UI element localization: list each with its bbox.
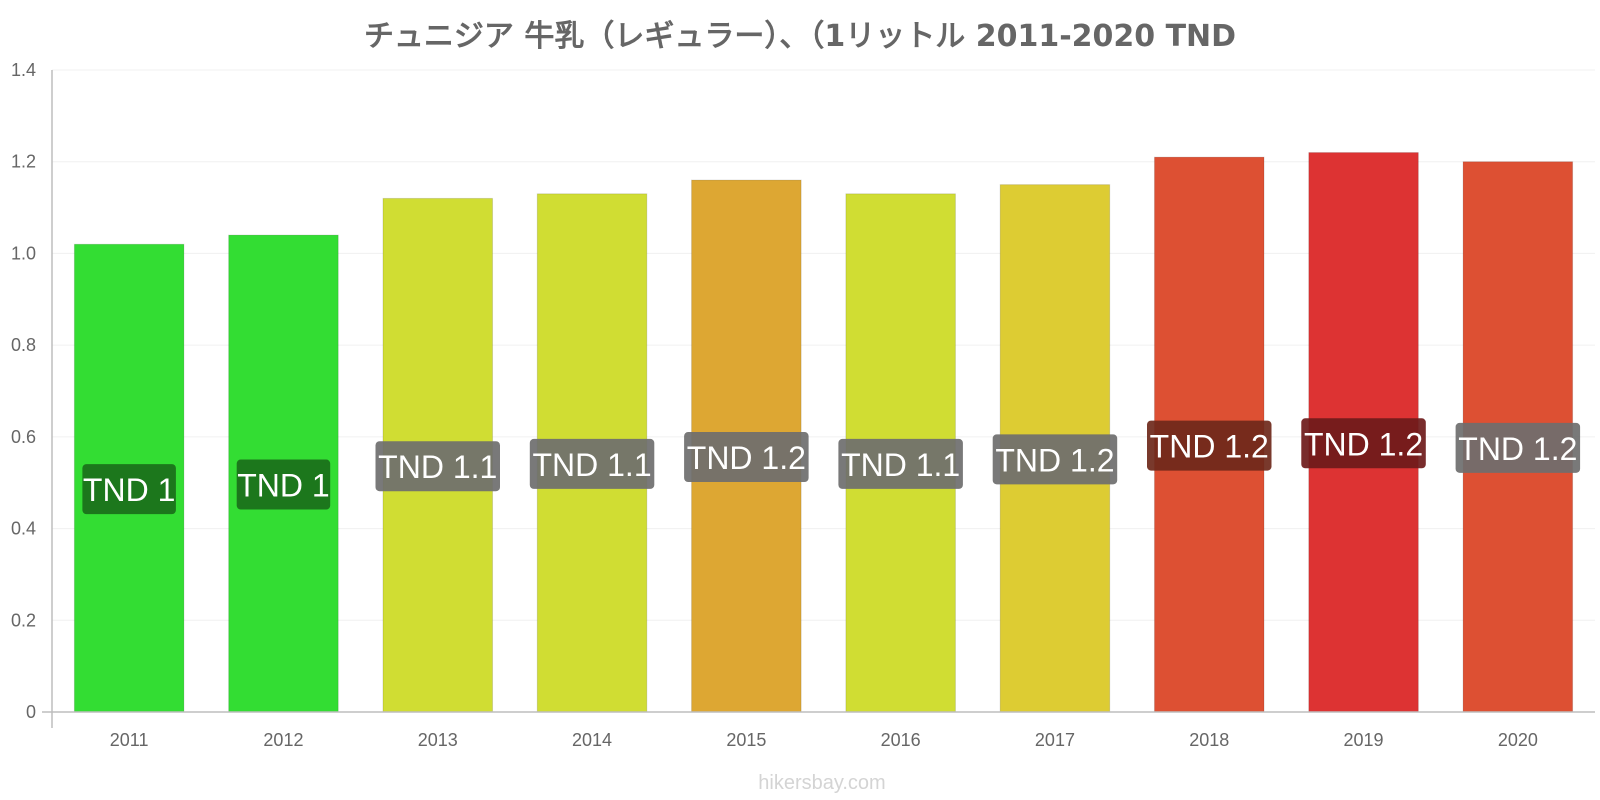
y-tick-label: 0.2 [11,610,36,630]
x-tick-label: 2019 [1344,730,1384,750]
data-labels: TND 1 TND 1 TND 1.1 TND 1.1 TND 1.2 TND 1.1 TN… [82,418,1581,515]
data-label: TND 1.1 [532,447,651,483]
data-label: TND 1.2 [1458,431,1577,467]
data-label: TND 1.2 [1304,426,1423,462]
data-label: TND 1.2 [1150,429,1269,465]
data-label-box [1455,422,1581,473]
data-label: TND 1.2 [687,440,806,476]
y-tick-label: 1.4 [11,60,36,80]
data-label-box [236,459,331,510]
y-tick-label: 0 [26,702,36,722]
data-label-box [1301,418,1426,469]
chart-title: チュニジア 牛乳（レギュラー）、（1リットル 2011-2020 TND [364,19,1236,54]
x-tick-label: 2018 [1189,730,1229,750]
data-label: TND 1.2 [995,442,1114,478]
data-label-box [992,434,1118,485]
x-tick-label: 2016 [881,730,921,750]
data-label: TND 1.1 [378,449,497,485]
data-label-box [684,432,809,483]
x-tick-label: 2012 [263,730,303,750]
data-label-box [529,438,655,489]
data-label-box [838,438,963,489]
y-tick-label: 0.6 [11,427,36,447]
x-tick-label: 2011 [110,730,149,750]
data-label-box [1147,420,1272,471]
x-tick-label: 2020 [1498,730,1538,750]
y-tick-label: 1.0 [11,243,36,263]
axes: 0 0.2 0.4 0.6 0.8 1.0 1.2 1.4 2011 2012 2013 2014 20… [11,60,1595,750]
x-tick-label: 2017 [1035,730,1075,750]
y-tick-label: 0.4 [11,519,36,539]
data-label-box [375,441,500,492]
x-tick-label: 2014 [572,730,612,750]
y-tick-label: 1.2 [11,152,36,172]
watermark: hikersbay.com [758,772,885,794]
data-label: TND 1 [237,468,329,504]
y-tick-label: 0.8 [11,335,36,355]
x-tick-label: 2013 [418,730,458,750]
data-label-box [82,464,176,515]
data-label: TND 1 [83,472,175,508]
data-label: TND 1.1 [841,447,960,483]
x-tick-label: 2015 [726,730,766,750]
